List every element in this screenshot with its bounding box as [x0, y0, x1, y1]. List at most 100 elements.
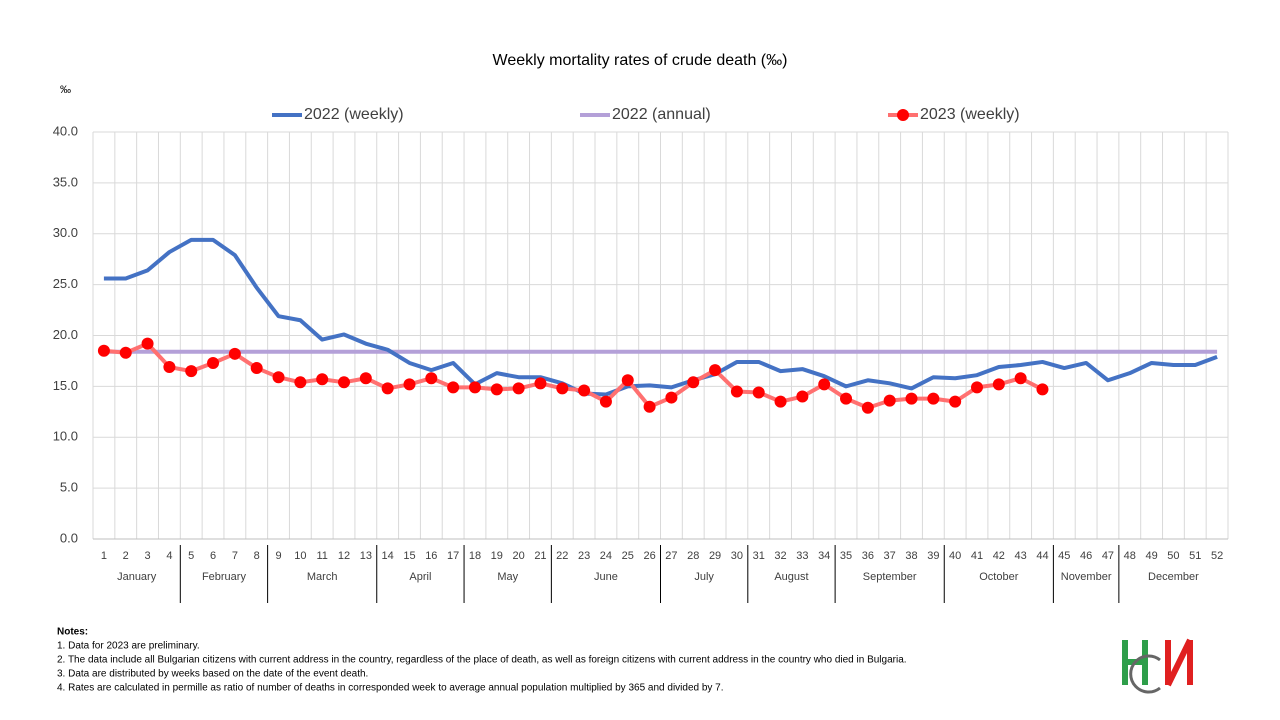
x-tick-label: 47: [1102, 550, 1114, 562]
note: 2. The data include all Bulgarian citize…: [57, 655, 907, 666]
month-label: September: [863, 571, 917, 583]
marker: [992, 378, 1005, 391]
legend-marker: [897, 109, 909, 121]
month-label: January: [117, 571, 157, 583]
marker: [927, 392, 940, 405]
x-tick-label: 13: [360, 550, 372, 562]
legend-label: 2022 (annual): [612, 106, 711, 123]
marker: [709, 364, 722, 377]
legend-label: 2023 (weekly): [920, 106, 1020, 123]
marker: [621, 374, 634, 387]
y-tick-label: 35.0: [53, 174, 78, 189]
x-tick-label: 43: [1015, 550, 1027, 562]
chart-title: Weekly mortality rates of crude death (‰…: [493, 52, 788, 69]
marker: [752, 386, 765, 399]
marker: [141, 337, 154, 350]
x-tick-label: 12: [338, 550, 350, 562]
marker: [207, 356, 220, 369]
x-tick-label: 11: [316, 550, 327, 562]
y-tick-label: 0.0: [60, 530, 78, 545]
marker: [228, 347, 241, 360]
notes-heading: Notes:: [57, 627, 88, 638]
x-tick-label: 40: [949, 550, 961, 562]
marker: [840, 392, 853, 405]
x-tick-label: 21: [534, 550, 546, 562]
marker: [425, 372, 438, 385]
month-label: February: [202, 571, 247, 583]
marker: [818, 378, 831, 391]
x-tick-label: 19: [491, 550, 503, 562]
x-tick-label: 39: [927, 550, 939, 562]
x-tick-label: 45: [1058, 550, 1070, 562]
x-tick-label: 9: [275, 550, 281, 562]
marker: [970, 381, 983, 394]
x-tick-label: 4: [166, 550, 172, 562]
x-tick-label: 42: [993, 550, 1005, 562]
marker: [403, 378, 416, 391]
month-label: May: [497, 571, 518, 583]
marker: [338, 376, 351, 389]
x-tick-label: 31: [753, 550, 765, 562]
x-tick-label: 50: [1167, 550, 1179, 562]
x-tick-label: 52: [1211, 550, 1223, 562]
month-label: June: [594, 571, 618, 583]
legend-label: 2022 (weekly): [304, 106, 404, 123]
series-line: [103, 237, 1218, 397]
x-tick-label: 48: [1124, 550, 1136, 562]
x-tick-label: 30: [731, 550, 743, 562]
x-tick-label: 41: [971, 550, 983, 562]
marker: [883, 394, 896, 407]
x-tick-label: 5: [188, 550, 194, 562]
x-tick-label: 32: [774, 550, 786, 562]
marker: [643, 400, 656, 413]
x-tick-label: 35: [840, 550, 852, 562]
marker: [97, 344, 110, 357]
x-tick-label: 49: [1145, 550, 1157, 562]
x-tick-label: 33: [796, 550, 808, 562]
marker: [250, 362, 263, 375]
x-tick-label: 28: [687, 550, 699, 562]
note: 3. Data are distributed by weeks based o…: [57, 669, 368, 680]
x-tick-label: 36: [862, 550, 874, 562]
marker: [730, 385, 743, 398]
marker: [665, 391, 678, 404]
x-tick-label: 10: [294, 550, 306, 562]
x-tick-label: 16: [425, 550, 437, 562]
month-label: April: [409, 571, 431, 583]
month-label: August: [774, 571, 808, 583]
marker: [796, 390, 809, 403]
marker: [490, 383, 503, 396]
x-tick-label: 22: [556, 550, 568, 562]
marker: [774, 395, 787, 408]
marker: [119, 346, 132, 359]
marker: [512, 382, 525, 395]
marker: [316, 373, 329, 386]
y-tick-label: 10.0: [53, 429, 78, 444]
x-tick-label: 37: [884, 550, 896, 562]
month-label: November: [1061, 571, 1112, 583]
x-tick-label: 3: [145, 550, 151, 562]
marker: [556, 382, 569, 395]
marker: [185, 365, 198, 378]
marker: [294, 376, 307, 389]
logo: [1122, 638, 1193, 694]
note: 1. Data for 2023 are preliminary.: [57, 641, 200, 652]
marker: [861, 401, 874, 414]
marker: [949, 395, 962, 408]
x-tick-label: 15: [403, 550, 415, 562]
month-label: July: [694, 571, 714, 583]
x-tick-label: 34: [818, 550, 830, 562]
y-unit: ‰: [60, 84, 71, 96]
x-tick-label: 27: [665, 550, 677, 562]
marker: [447, 381, 460, 394]
x-tick-label: 23: [578, 550, 590, 562]
marker: [1014, 372, 1027, 385]
x-tick-label: 7: [232, 550, 238, 562]
month-label: December: [1148, 571, 1199, 583]
marker: [599, 395, 612, 408]
y-tick-label: 20.0: [53, 327, 78, 342]
marker: [578, 384, 591, 397]
x-tick-label: 17: [447, 550, 459, 562]
marker: [359, 372, 372, 385]
note: 4. Rates are calculated in permille as r…: [57, 683, 724, 694]
